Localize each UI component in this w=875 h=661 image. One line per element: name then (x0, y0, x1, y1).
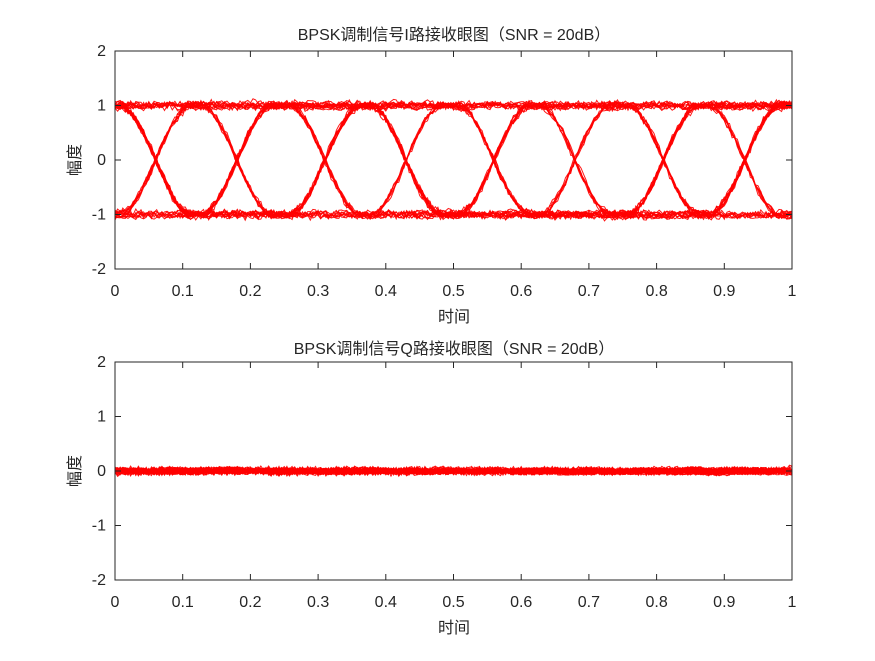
x-tick-label: 0.1 (172, 283, 194, 300)
x-tick-label: 0.8 (645, 283, 667, 300)
x-axis-label-q: 时间 (438, 619, 470, 637)
x-tick-label: 0.6 (510, 594, 532, 611)
x-tick-label: 0.4 (375, 283, 397, 300)
plot-area-i (114, 50, 793, 270)
eye-trace (114, 100, 793, 219)
x-ticks-i: 0 0.1 0.2 0.3 0.4 0.5 0.6 0.7 0.8 0.9 1 (111, 51, 797, 300)
x-tick-label: 1 (788, 283, 797, 300)
y-tick-label: 0 (97, 463, 106, 480)
x-tick-label: 0.5 (442, 594, 464, 611)
subplot-i-channel: BPSK调制信号I路接收眼图（SNR = 20dB） 0 0.1 0.2 0.3 0.4… (66, 26, 797, 326)
x-tick-label: 0 (111, 594, 120, 611)
chart-title-i: BPSK调制信号I路接收眼图（SNR = 20dB） (298, 26, 611, 44)
x-tick-label: 0.1 (172, 594, 194, 611)
x-tick-label: 0.9 (713, 283, 735, 300)
y-ticks-i: -2 -1 0 1 2 (92, 43, 792, 278)
x-tick-label: 0.7 (578, 594, 600, 611)
x-ticks-q: 0 0.1 0.2 0.3 0.4 0.5 0.6 0.7 0.8 0.9 1 (111, 362, 797, 611)
eye-trace (114, 99, 793, 220)
y-tick-label: 2 (97, 43, 106, 60)
x-axis-label-i: 时间 (438, 308, 470, 326)
x-tick-label: 1 (788, 594, 797, 611)
x-tick-label: 0.3 (307, 594, 329, 611)
x-tick-label: 0.3 (307, 283, 329, 300)
eye-trace (114, 465, 793, 477)
y-tick-label: -2 (92, 572, 106, 589)
x-tick-label: 0.2 (239, 594, 261, 611)
eye-trace (114, 101, 793, 220)
x-tick-label: 0.5 (442, 283, 464, 300)
x-tick-label: 0 (111, 283, 120, 300)
subplot-q-channel: BPSK调制信号Q路接收眼图（SNR = 20dB） 0 0.1 0.2 0.3 0.4… (66, 340, 797, 637)
x-tick-label: 0.4 (375, 594, 397, 611)
y-tick-label: 1 (97, 98, 106, 115)
eye-trace (114, 466, 793, 477)
y-axis-label-i: 幅度 (66, 144, 84, 176)
y-tick-label: 2 (97, 354, 106, 371)
eye-trace (114, 99, 793, 220)
y-tick-label: -1 (92, 518, 106, 535)
y-ticks-q: -2 -1 0 1 2 (92, 354, 792, 589)
chart-title-q: BPSK调制信号Q路接收眼图（SNR = 20dB） (294, 340, 615, 358)
y-axis-label-q: 幅度 (66, 455, 84, 487)
i-channel-traces (114, 98, 793, 222)
y-tick-label: -1 (92, 207, 106, 224)
y-tick-label: 0 (97, 152, 106, 169)
y-tick-label: 1 (97, 409, 106, 426)
q-channel-traces (114, 464, 793, 478)
x-tick-label: 0.7 (578, 283, 600, 300)
x-tick-label: 0.2 (239, 283, 261, 300)
x-tick-label: 0.6 (510, 283, 532, 300)
eye-trace (114, 466, 793, 477)
x-tick-label: 0.8 (645, 594, 667, 611)
x-tick-label: 0.9 (713, 594, 735, 611)
y-tick-label: -2 (92, 261, 106, 278)
